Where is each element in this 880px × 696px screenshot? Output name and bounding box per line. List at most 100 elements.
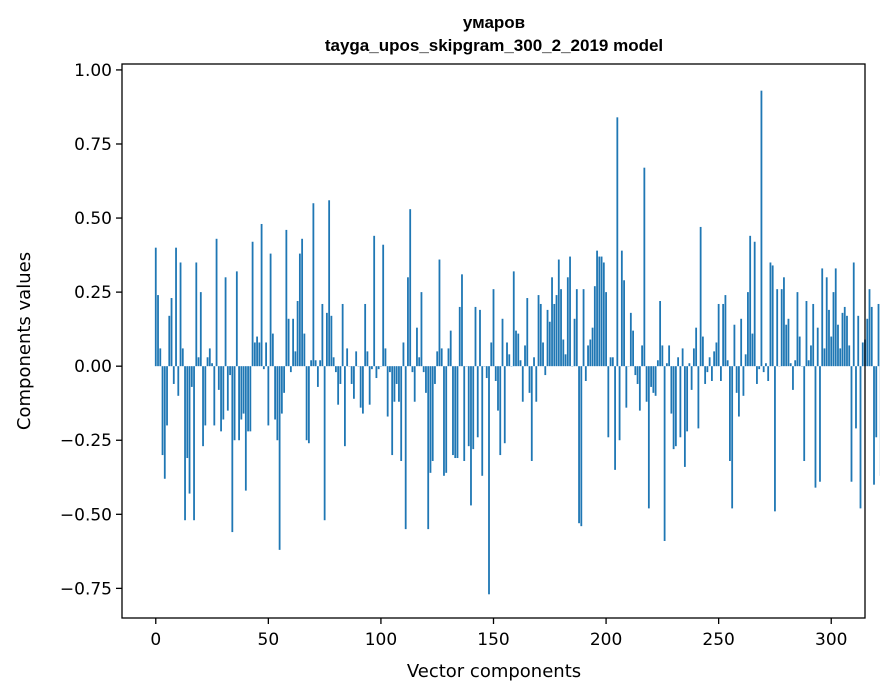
bar-46 bbox=[258, 342, 261, 367]
bar-292 bbox=[812, 303, 815, 367]
bar-196 bbox=[596, 250, 598, 367]
bar-297 bbox=[823, 348, 826, 367]
bar-273 bbox=[769, 262, 772, 367]
bar-164 bbox=[524, 345, 526, 367]
bar-266 bbox=[753, 241, 756, 367]
bar-214 bbox=[636, 366, 639, 384]
bar-12 bbox=[181, 348, 184, 367]
bar-201 bbox=[607, 366, 610, 438]
x-tick-label: 150 bbox=[477, 630, 509, 650]
bar-150 bbox=[492, 289, 495, 367]
bar-102 bbox=[384, 348, 387, 367]
bar-233 bbox=[679, 366, 682, 438]
bar-45 bbox=[256, 336, 258, 367]
bar-283 bbox=[792, 366, 794, 390]
bar-203 bbox=[611, 357, 614, 367]
bar-166 bbox=[528, 366, 531, 393]
bar-64 bbox=[298, 253, 301, 367]
bar-304 bbox=[839, 348, 842, 367]
bar-171 bbox=[539, 303, 542, 367]
bar-144 bbox=[479, 309, 481, 367]
bar-117 bbox=[418, 357, 421, 367]
x-tick-label: 100 bbox=[365, 630, 397, 650]
bar-181 bbox=[562, 339, 565, 367]
bar-130 bbox=[447, 348, 450, 367]
bar-14 bbox=[186, 366, 189, 459]
bar-110 bbox=[402, 342, 405, 367]
x-tick-label: 0 bbox=[150, 630, 161, 650]
bar-184 bbox=[569, 256, 571, 367]
bar-186 bbox=[573, 318, 576, 367]
bar-314 bbox=[861, 342, 864, 367]
x-tick-label: 250 bbox=[702, 630, 734, 650]
bar-128 bbox=[443, 366, 445, 476]
bar-119 bbox=[422, 366, 425, 373]
bar-272 bbox=[767, 366, 770, 381]
bar-187 bbox=[575, 289, 578, 367]
bar-122 bbox=[429, 366, 432, 473]
bar-48 bbox=[262, 366, 265, 370]
bar-310 bbox=[852, 262, 855, 367]
x-axis-label: Vector components bbox=[407, 661, 581, 682]
bar-35 bbox=[233, 366, 236, 441]
bar-121 bbox=[427, 366, 430, 530]
bar-152 bbox=[497, 366, 499, 411]
bar-195 bbox=[593, 286, 596, 367]
bar-39 bbox=[242, 366, 245, 414]
bar-25 bbox=[211, 363, 213, 367]
bar-303 bbox=[837, 324, 839, 367]
bar-242 bbox=[699, 226, 702, 367]
bar-172 bbox=[542, 342, 544, 367]
bar-191 bbox=[584, 366, 587, 381]
bar-22 bbox=[204, 366, 207, 426]
bar-78 bbox=[330, 315, 333, 367]
bar-155 bbox=[503, 366, 506, 444]
bar-123 bbox=[431, 366, 434, 461]
bar-66 bbox=[303, 333, 306, 367]
bar-113 bbox=[409, 209, 412, 367]
bar-115 bbox=[413, 366, 416, 402]
bar-175 bbox=[548, 321, 551, 367]
bar-261 bbox=[742, 366, 745, 396]
bar-173 bbox=[544, 366, 547, 376]
bar-99 bbox=[377, 366, 380, 370]
bar-286 bbox=[798, 336, 801, 367]
bar-84 bbox=[344, 366, 346, 447]
y-tick-label: 0.75 bbox=[74, 135, 112, 155]
bar-139 bbox=[467, 366, 470, 447]
bar-145 bbox=[481, 366, 484, 476]
bar-2 bbox=[159, 348, 162, 367]
bar-43 bbox=[251, 241, 254, 367]
bar-290 bbox=[807, 360, 810, 367]
bar-11 bbox=[179, 262, 182, 367]
bar-284 bbox=[794, 360, 797, 367]
bar-244 bbox=[704, 366, 707, 384]
bar-180 bbox=[560, 289, 562, 367]
bar-253 bbox=[724, 295, 727, 367]
bar-109 bbox=[400, 366, 403, 461]
bar-224 bbox=[659, 301, 662, 367]
bar-235 bbox=[683, 366, 686, 467]
bar-93 bbox=[364, 303, 367, 367]
bar-40 bbox=[244, 366, 247, 491]
bar-72 bbox=[316, 366, 319, 387]
bar-247 bbox=[711, 366, 713, 381]
bar-88 bbox=[353, 366, 355, 399]
bar-142 bbox=[474, 306, 477, 367]
bar-279 bbox=[783, 277, 785, 367]
bar-229 bbox=[670, 366, 673, 414]
bar-208 bbox=[623, 280, 625, 367]
bar-301 bbox=[832, 292, 835, 367]
bar-320 bbox=[875, 366, 878, 438]
bar-57 bbox=[283, 366, 286, 393]
bar-252 bbox=[722, 303, 725, 367]
bar-111 bbox=[404, 366, 407, 530]
bar-162 bbox=[519, 360, 522, 367]
bar-234 bbox=[681, 348, 684, 367]
chart-subtitle: tayga_upos_skipgram_300_2_2019 model bbox=[325, 36, 663, 55]
bar-225 bbox=[661, 345, 664, 367]
bar-256 bbox=[731, 366, 734, 509]
bar-96 bbox=[371, 366, 373, 370]
bar-62 bbox=[294, 351, 297, 367]
bar-291 bbox=[810, 345, 812, 367]
